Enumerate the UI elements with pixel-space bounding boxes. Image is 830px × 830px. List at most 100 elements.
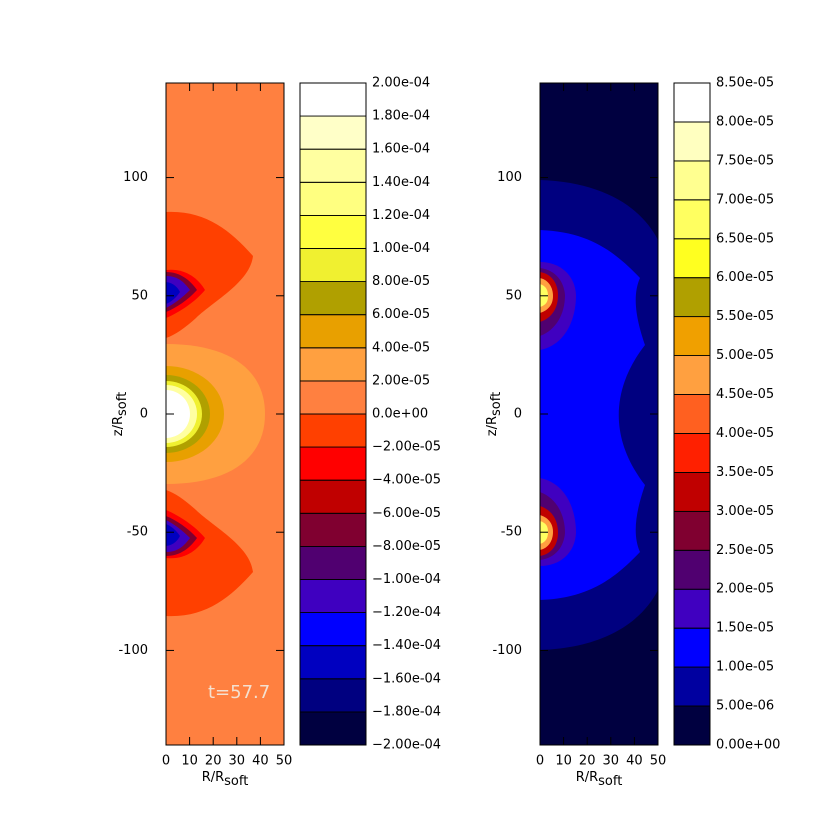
y-tick-label: -50 <box>501 525 522 540</box>
colorbar-band <box>299 546 367 580</box>
y-tick-label: -50 <box>127 525 148 540</box>
x-tick-label: 10 <box>181 754 198 769</box>
colorbar-band <box>299 380 367 415</box>
colorbar-band <box>299 512 367 547</box>
x-tick-label: 20 <box>205 754 222 769</box>
y-tick-label: 0 <box>514 407 522 422</box>
colorbar-label: 1.40e-04 <box>372 175 430 190</box>
contour <box>166 524 180 546</box>
contours <box>166 211 265 617</box>
colorbar-band <box>673 160 711 201</box>
colorbar-band <box>299 479 367 514</box>
colorbar-band <box>673 588 711 629</box>
colorbar-band <box>673 472 711 512</box>
colorbar-band <box>673 82 711 123</box>
colorbar-label: 8.00e-05 <box>372 274 430 289</box>
contour <box>166 390 190 438</box>
colorbar-band <box>299 281 367 316</box>
y-axis-label-main: z/R <box>111 416 126 436</box>
colorbar-label: 5.00e-06 <box>716 699 774 714</box>
x-axis-label-sub: soft <box>598 774 622 789</box>
colorbar-label: 4.50e-05 <box>716 387 774 402</box>
colorbar-label: 1.00e-05 <box>716 660 774 675</box>
colorbar-label: −4.00e-05 <box>372 473 441 488</box>
y-tick-label: 100 <box>497 170 522 185</box>
colorbar-band <box>673 238 711 279</box>
colorbar-label: 1.80e-04 <box>372 109 430 124</box>
colorbar-band <box>299 579 367 613</box>
colorbar-band <box>673 510 711 551</box>
y-axis-label-sub: soft <box>489 392 504 416</box>
x-tick-label: 50 <box>276 754 293 769</box>
colorbar-label: 1.00e-04 <box>372 241 430 256</box>
x-tick-label: 30 <box>229 754 246 769</box>
panel: 0 10 20 30 40 50-100-50050100R/Rsoftz/Rsoft0.… <box>485 76 781 789</box>
y-tick-label: 50 <box>131 288 148 303</box>
y-tick-label: 0 <box>140 407 148 422</box>
contours <box>540 180 658 650</box>
contour <box>166 282 180 304</box>
colorbar-label: 0.0e+00 <box>372 407 428 422</box>
colorbar-band <box>299 115 367 150</box>
colorbar-label: 4.00e-05 <box>716 426 774 441</box>
colorbar-label: 5.50e-05 <box>716 309 774 324</box>
colorbar-band <box>673 277 711 318</box>
colorbar-label: −1.00e-04 <box>372 572 441 587</box>
x-axis-label: R/Rsoft <box>576 770 623 789</box>
colorbar-label: 1.60e-04 <box>372 142 430 157</box>
x-tick-label: 40 <box>252 754 269 769</box>
y-tick-label: -100 <box>492 643 522 658</box>
colorbar-band <box>299 446 367 481</box>
x-tick-label: 0 <box>162 754 170 769</box>
x-tick-label: 40 <box>626 754 643 769</box>
panel: t=57.7 0 10 20 30 40 50-100-50050100R/Rsoftz/… <box>111 76 442 789</box>
colorbar-label: 6.50e-05 <box>716 231 774 246</box>
colorbar-label: −1.80e-04 <box>372 704 441 719</box>
colorbar-label: 2.50e-05 <box>716 543 774 558</box>
colorbar-frame <box>673 82 711 746</box>
colorbar-band <box>299 678 367 713</box>
x-tick-label: 50 <box>650 754 667 769</box>
x-tick-label: 10 <box>555 754 572 769</box>
contour <box>166 490 253 617</box>
colorbar-label: −8.00e-05 <box>372 539 441 554</box>
y-axis-label: z/Rsoft <box>111 392 130 436</box>
colorbar-band <box>299 711 367 746</box>
colorbar-label: 6.00e-05 <box>716 270 774 285</box>
colorbar-label: 5.00e-05 <box>716 348 774 363</box>
colorbar-band <box>673 355 711 395</box>
colorbar-band <box>299 82 367 117</box>
colorbar-label: −6.00e-05 <box>372 506 441 521</box>
colorbar-label: 8.50e-05 <box>716 76 774 91</box>
colorbar-band <box>299 248 367 282</box>
colorbar-band <box>673 433 711 473</box>
y-axis-label: z/Rsoft <box>485 392 504 436</box>
colorbar-band <box>299 181 367 216</box>
y-tick-label: 100 <box>123 170 148 185</box>
colorbar-label: 6.00e-05 <box>372 307 430 322</box>
colorbar-label: 2.00e-05 <box>716 582 774 597</box>
colorbar-label: 3.50e-05 <box>716 465 774 480</box>
x-tick-label: 30 <box>603 754 620 769</box>
x-axis-label-main: R/R <box>202 770 224 785</box>
y-tick-label: 50 <box>505 288 522 303</box>
y-axis-label-main: z/R <box>485 416 500 436</box>
colorbar-label: 4.00e-05 <box>372 340 430 355</box>
colorbar-label: 2.00e-04 <box>372 76 430 91</box>
colorbar-label: 7.50e-05 <box>716 153 774 168</box>
x-tick-label: 0 <box>536 754 544 769</box>
colorbar-band <box>673 666 711 707</box>
colorbar-band <box>673 705 711 746</box>
colorbar-band <box>673 316 711 356</box>
colorbar-frame <box>299 82 367 746</box>
colorbar-band <box>299 347 367 382</box>
colorbar-label: −2.00e-05 <box>372 440 441 455</box>
colorbar-band <box>673 627 711 668</box>
colorbar-label: −1.40e-04 <box>372 638 441 653</box>
colorbar-band <box>673 199 711 240</box>
x-axis-label: R/Rsoft <box>202 770 249 789</box>
colorbar-band <box>299 314 367 349</box>
colorbar-band <box>673 549 711 590</box>
x-tick-label: 20 <box>579 754 596 769</box>
